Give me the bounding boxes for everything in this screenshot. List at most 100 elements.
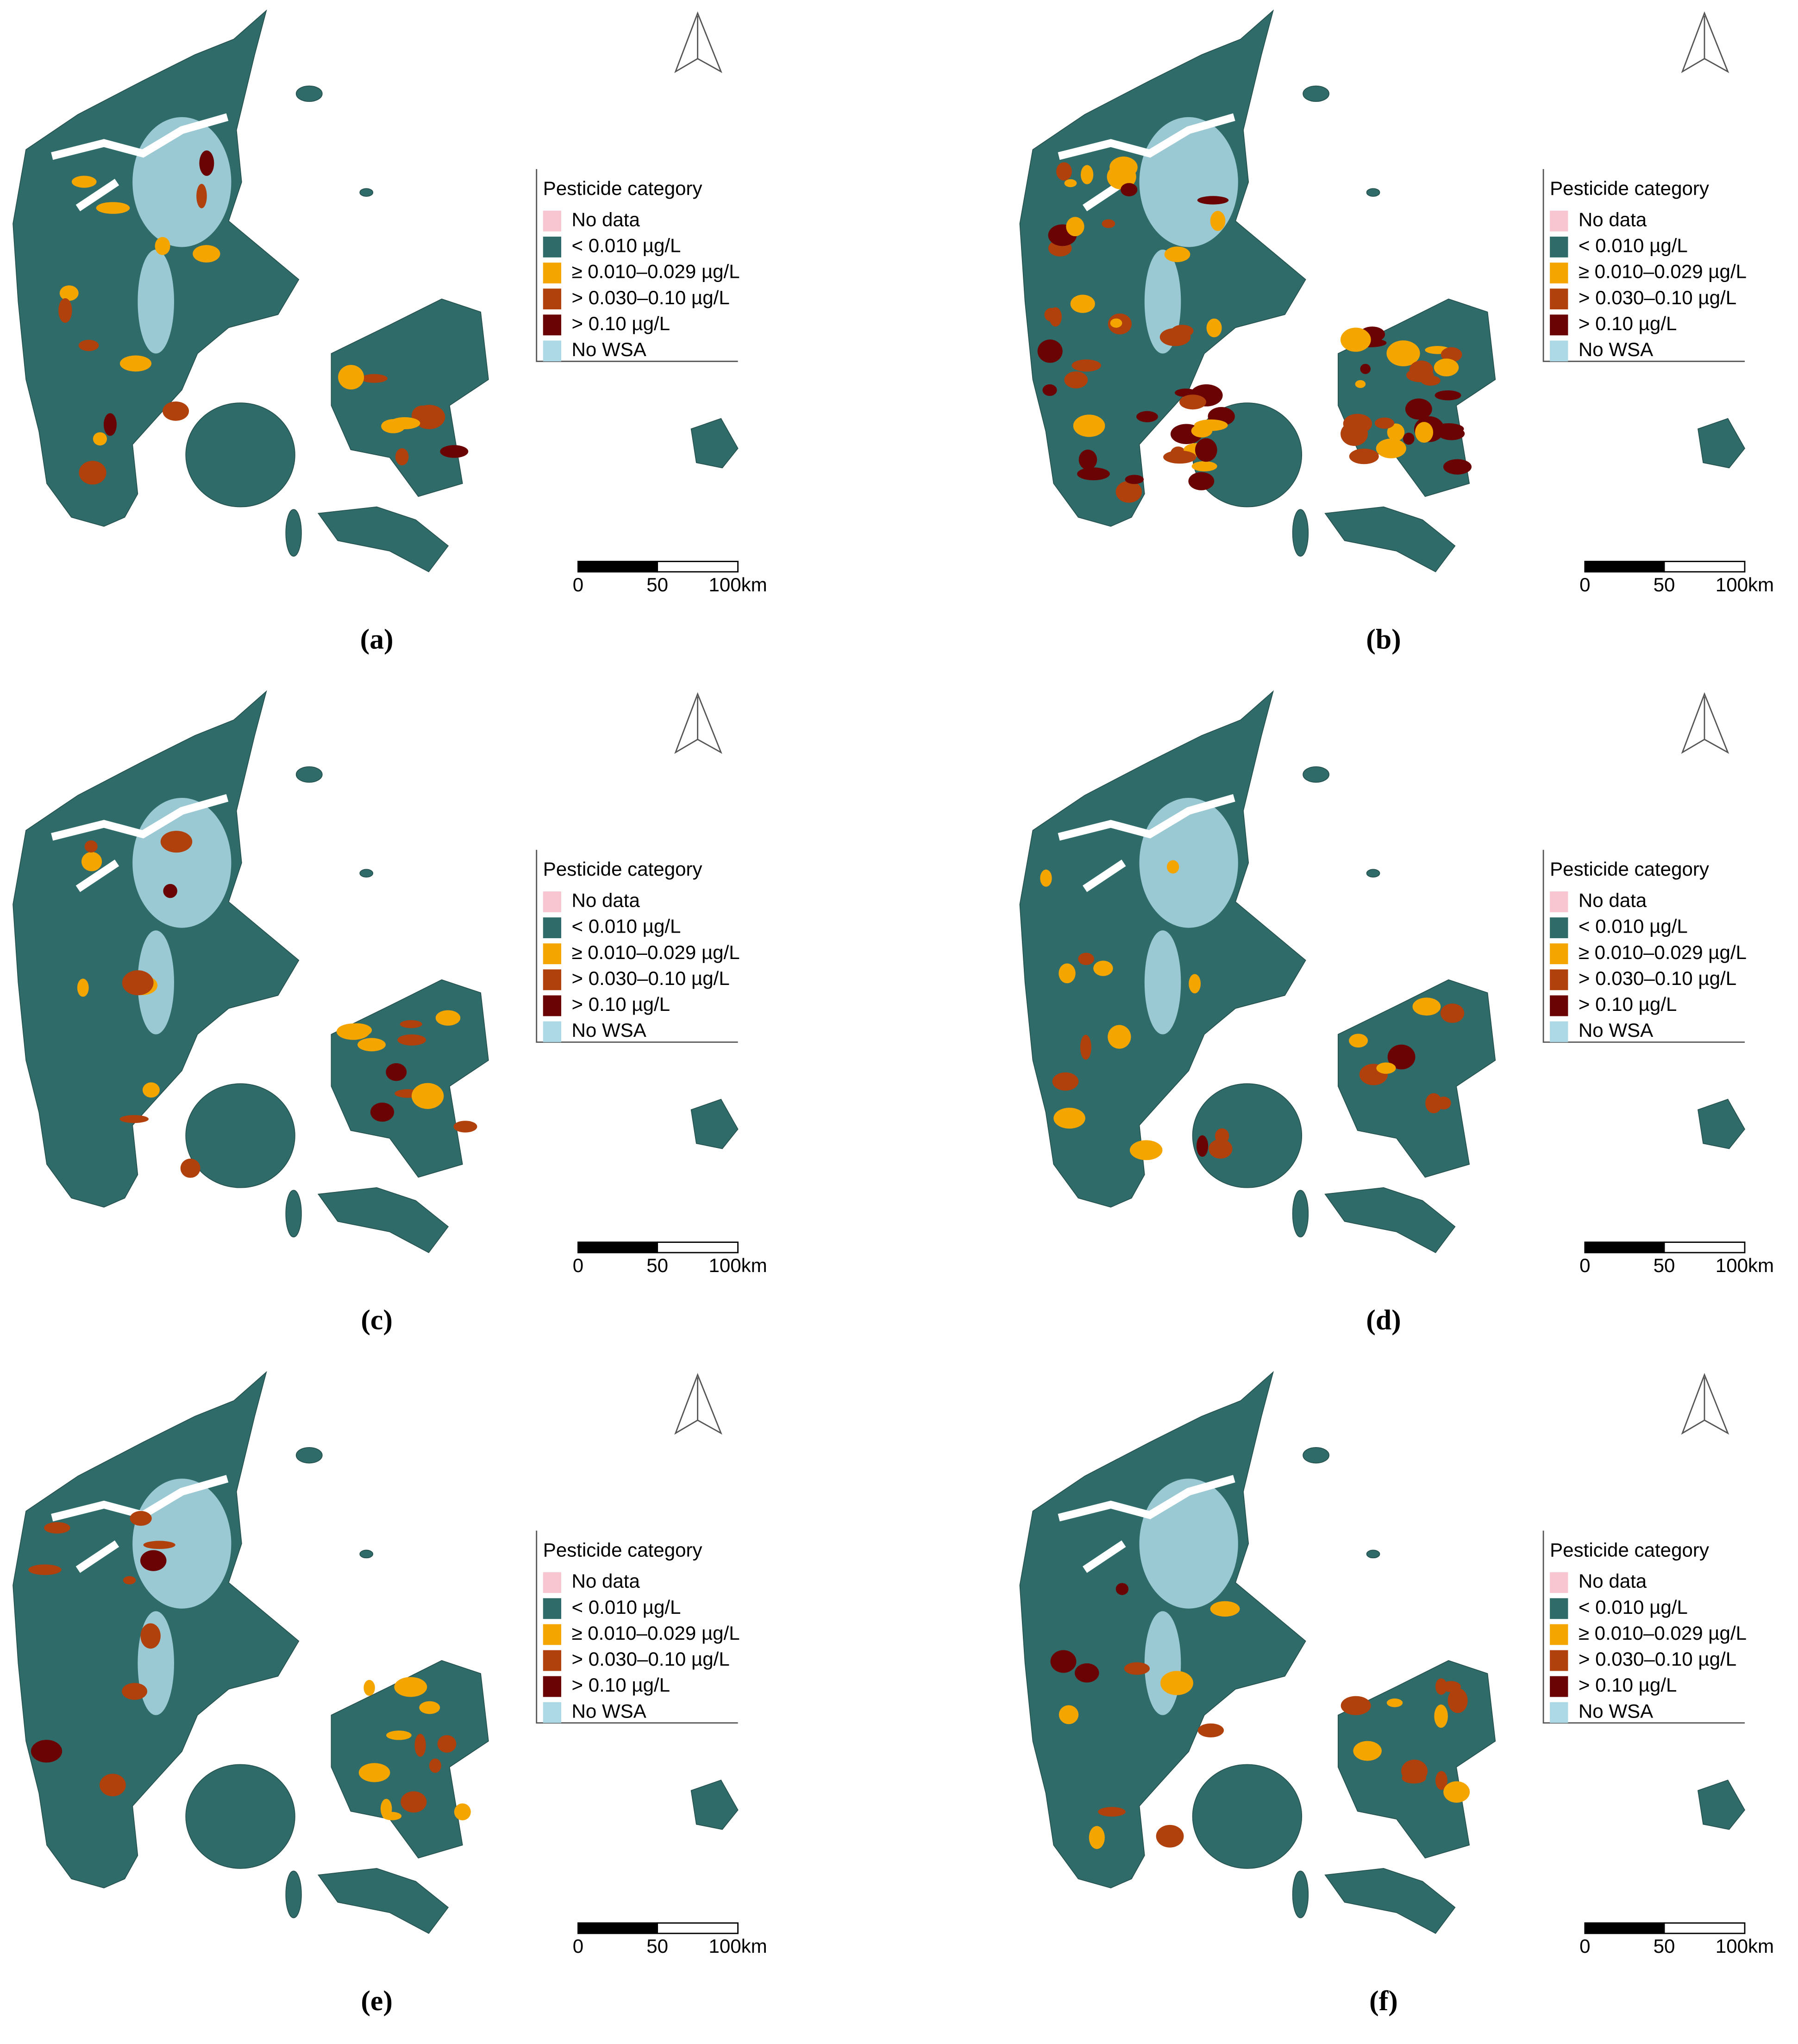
legend-label: No WSA: [1579, 1700, 1653, 1722]
scale-label: 50: [646, 1254, 668, 1276]
category-area: [370, 1103, 395, 1122]
fjord: [1058, 1475, 1235, 1573]
legend-swatch: [1550, 1650, 1568, 1671]
category-area: [163, 401, 189, 421]
category-area: [1412, 997, 1441, 1016]
legend-label: ≥ 0.010–0.029 µg/L: [1579, 1622, 1747, 1644]
category-area: [130, 1511, 152, 1526]
no-wsa-area: [1144, 930, 1181, 1035]
scale-label: 100km: [1716, 574, 1774, 596]
category-area: [1343, 414, 1372, 434]
category-area: [342, 1023, 372, 1037]
scale-label: 50: [1654, 1254, 1675, 1276]
category-area: [1405, 398, 1432, 420]
legend-swatch: [543, 340, 562, 362]
category-area: [1206, 318, 1222, 338]
category-area: [1387, 1044, 1416, 1070]
panel-caption: (b): [1366, 624, 1401, 655]
category-area: [1078, 449, 1097, 470]
category-area: [1415, 422, 1434, 443]
category-area: [1435, 1771, 1447, 1790]
legend-swatch: [1550, 943, 1568, 965]
category-area: [1210, 211, 1226, 231]
legend-label: < 0.010 µg/L: [1579, 1596, 1688, 1618]
category-area: [1353, 1741, 1382, 1761]
legend-swatch: [1550, 917, 1568, 939]
category-area: [1109, 157, 1138, 178]
legend-frame: [536, 1530, 738, 1724]
category-area: [386, 1731, 412, 1740]
legend-label: < 0.010 µg/L: [571, 1596, 681, 1618]
map-panel: Pesticide category No data < 0.010 µg/L ≥ 0…: [12, 1371, 767, 2017]
legend-title: Pesticide category: [1550, 177, 1709, 199]
scale-bar: [577, 560, 658, 573]
legend-swatch: [1550, 1572, 1568, 1593]
category-area: [1037, 339, 1063, 363]
scale-label: 0: [1579, 574, 1590, 596]
legend-label: No WSA: [571, 339, 646, 360]
category-area: [1386, 340, 1420, 367]
category-area: [1349, 1034, 1368, 1048]
legend-swatch: [543, 210, 562, 232]
panel-caption: (c): [361, 1304, 393, 1336]
no-wsa-area: [132, 1479, 232, 1609]
legend-swatch: [543, 1021, 562, 1042]
scale-label: 100km: [708, 1935, 767, 1957]
scale-label: 50: [1654, 1935, 1675, 1957]
legend-title: Pesticide category: [1550, 1539, 1709, 1561]
category-area: [1188, 472, 1215, 490]
scale-label: 50: [1654, 574, 1675, 596]
legend-label: > 0.030–0.10 µg/L: [571, 287, 729, 308]
category-area: [1115, 1583, 1129, 1595]
category-area: [440, 445, 469, 458]
category-area: [395, 448, 409, 465]
legend-label: > 0.10 µg/L: [571, 313, 670, 334]
category-area: [193, 245, 220, 263]
category-area: [1064, 179, 1077, 188]
category-area: [1073, 414, 1105, 437]
category-area: [1049, 307, 1062, 327]
scale-bar: [1663, 560, 1746, 573]
legend-title: Pesticide category: [543, 858, 702, 880]
category-area: [140, 1550, 167, 1571]
category-area: [1195, 438, 1217, 462]
category-area: [1349, 448, 1379, 464]
legend-frame: [1542, 850, 1745, 1043]
category-area: [77, 978, 89, 997]
legend-label: ≥ 0.010–0.029 µg/L: [1579, 941, 1747, 963]
category-area: [1341, 1696, 1371, 1715]
category-area: [28, 1564, 62, 1575]
category-area: [1089, 1826, 1105, 1849]
legend-swatch: [543, 1624, 562, 1645]
scale-bar: [657, 1922, 739, 1934]
category-area: [357, 1038, 386, 1052]
category-area: [163, 884, 177, 898]
category-area: [1059, 1705, 1079, 1724]
category-area: [1102, 219, 1115, 228]
legend-label: > 0.030–0.10 µg/L: [571, 1648, 729, 1670]
category-area: [380, 1799, 392, 1819]
category-area: [1196, 1135, 1209, 1157]
legend-swatch: [543, 263, 562, 283]
category-area: [363, 1680, 375, 1696]
category-area: [1197, 196, 1229, 205]
category-area: [1066, 217, 1084, 237]
legend-label: > 0.10 µg/L: [1579, 993, 1677, 1015]
legend-swatch: [543, 1650, 562, 1671]
category-area: [1124, 1662, 1150, 1675]
category-area: [1164, 246, 1190, 263]
legend-title: Pesticide category: [1550, 858, 1709, 880]
category-area: [1376, 1062, 1396, 1074]
legend-frame: [1542, 169, 1745, 362]
category-area: [1040, 869, 1052, 887]
legend-label: > 0.030–0.10 µg/L: [1579, 1648, 1736, 1670]
legend-label: No data: [1579, 1570, 1647, 1592]
no-wsa-area: [138, 250, 174, 354]
category-area: [1425, 1093, 1442, 1114]
scale-label: 0: [573, 574, 583, 596]
legend-swatch: [543, 1572, 562, 1593]
category-area: [1434, 1704, 1448, 1728]
category-area: [1171, 325, 1194, 337]
category-area: [394, 1677, 427, 1697]
